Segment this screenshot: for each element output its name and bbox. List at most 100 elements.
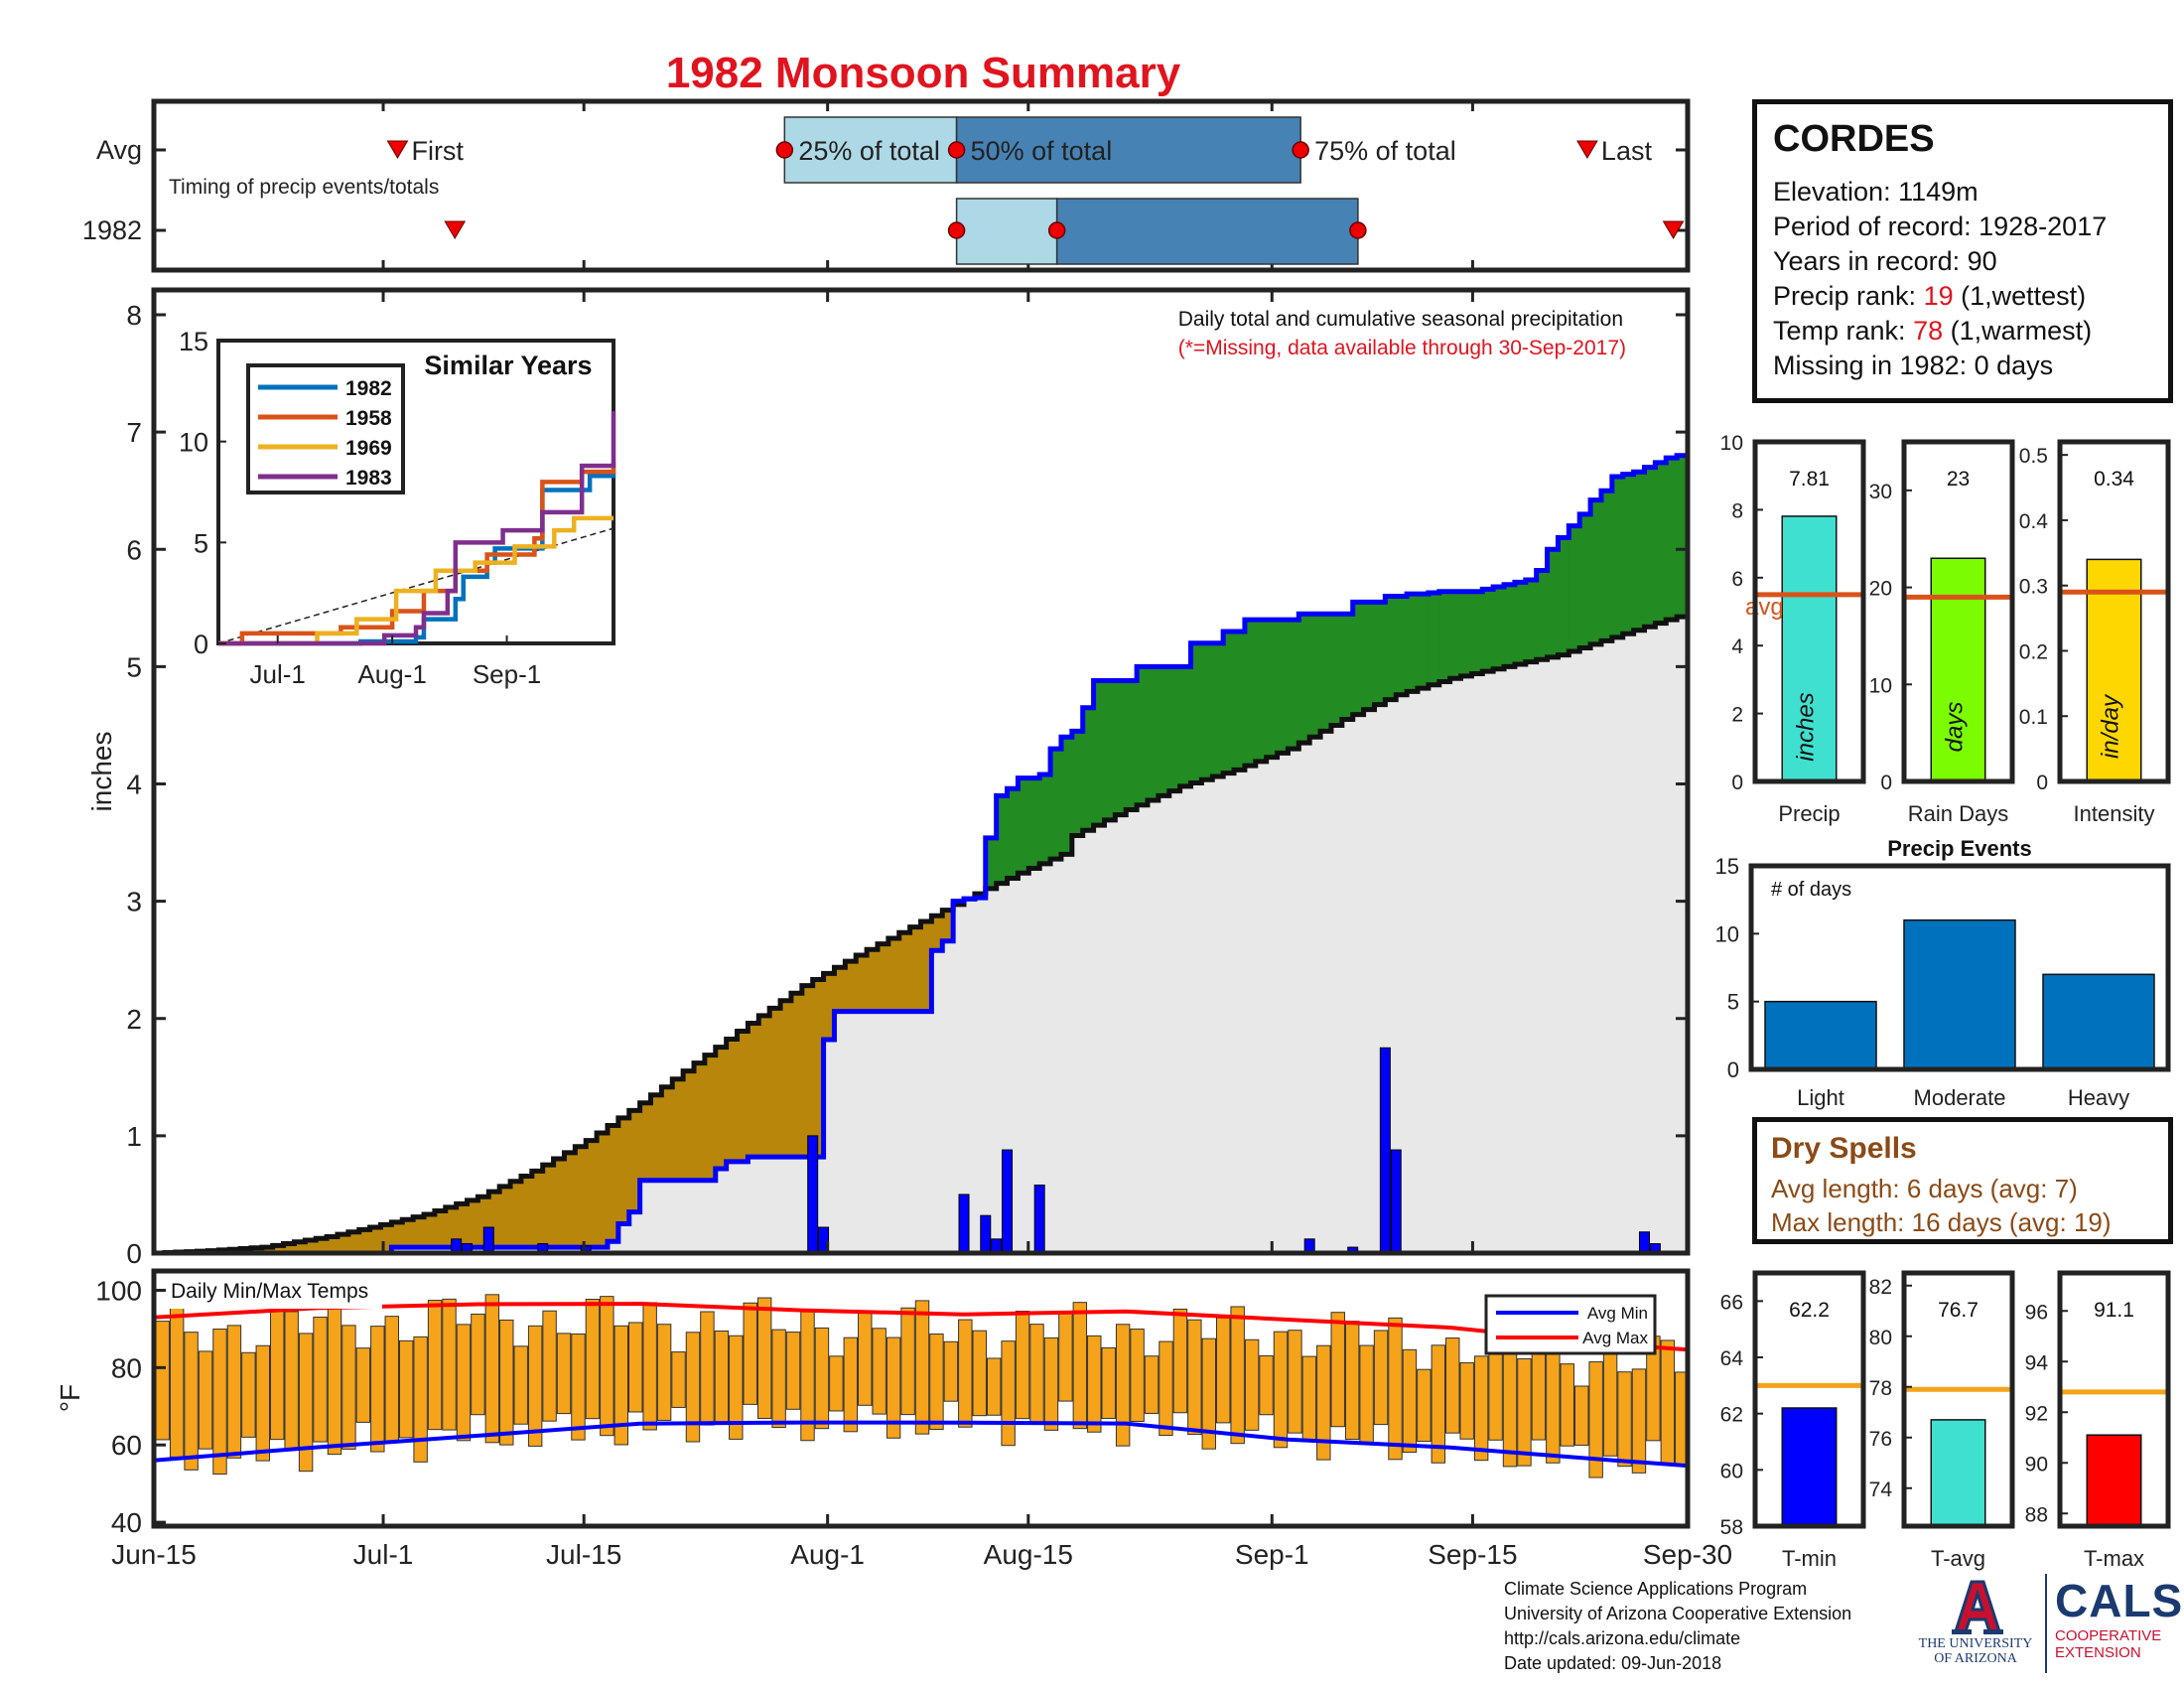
events-xlabel-heavy: Heavy (2068, 1085, 2129, 1110)
temps-panel: 40 60 80 100 Jun-15 Jul-1 Jul-15 Aug-1 Aug-15 Sep… (55, 1268, 1732, 1570)
precip-below-avg-fill (327, 1236, 339, 1253)
temps-daily-bar (169, 1303, 185, 1458)
similar-ytick-label: 0 (194, 630, 208, 659)
precip-below-avg-fill (467, 1199, 478, 1248)
stat_tavg-frame (1901, 1270, 2015, 1529)
temps-daily-bar (427, 1300, 443, 1431)
precip-below-avg-fill (887, 937, 900, 1012)
temps-daily-bar (212, 1329, 227, 1476)
temps-daily-bar (1431, 1344, 1446, 1464)
stat_tmax-ytick-label: 96 (2025, 1301, 2048, 1324)
temps-daily-bar (1015, 1311, 1030, 1420)
precip-below-avg-fill (834, 967, 846, 1012)
timing-avg-tri-last (1576, 140, 1598, 159)
precip-above-avg-fill (1179, 666, 1192, 786)
stat_tmin-xlabel: T-min (1782, 1546, 1837, 1571)
temps-daily-bar (756, 1297, 772, 1419)
precip-below-avg-fill (424, 1214, 436, 1248)
temps-daily-bar (571, 1334, 586, 1441)
precip-daily-bar (980, 1214, 992, 1254)
precip-above-avg-fill (1137, 666, 1149, 805)
temps-daily-bar (556, 1333, 572, 1415)
precip-below-avg-fill (272, 1245, 285, 1253)
precip-below-avg-fill (380, 1224, 392, 1253)
temps-daily-bar (829, 1355, 844, 1412)
precip-above-avg-fill (1590, 499, 1602, 644)
precip-above-avg-fill (1407, 594, 1419, 692)
precip-below-avg-fill (413, 1216, 425, 1248)
timing-1982-box-b (1055, 198, 1359, 265)
precip-below-avg-fill (672, 1078, 684, 1181)
temps-daily-bar (843, 1336, 859, 1433)
stat_tavg-xlabel: T-avg (1931, 1546, 1985, 1571)
precip-daily-bar (1002, 1149, 1014, 1254)
precip-below-avg-fill (597, 1133, 609, 1248)
stat_tmin-ytick-label: 66 (1720, 1291, 1743, 1314)
cals-logo: CALS COOPERATIVE EXTENSION (2055, 1574, 2183, 1661)
stat_intensity-value-label: 0.34 (2094, 468, 2134, 491)
temps-daily-bar (958, 1319, 973, 1428)
precip-above-avg-fill (1677, 455, 1689, 618)
footer-line-2: University of Arizona Cooperative Extens… (1504, 1604, 1852, 1623)
stat_tmax-ytick-label: 92 (2025, 1402, 2048, 1425)
temps-daily-bar (442, 1298, 457, 1431)
temps-daily-bar (858, 1311, 873, 1406)
precip-daily-bar (958, 1194, 970, 1254)
temps-daily-bar (313, 1317, 328, 1443)
precip-above-avg-fill (996, 795, 1009, 884)
precip-below-avg-fill (650, 1094, 662, 1181)
temps-daily-bar (341, 1325, 356, 1450)
precip-below-avg-fill (445, 1206, 458, 1248)
temps-daily-bar (1115, 1324, 1131, 1447)
precip-above-avg-fill (1558, 537, 1570, 655)
precip-below-avg-fill (337, 1234, 349, 1253)
precip-below-avg-fill (607, 1125, 619, 1242)
stat_rain_days-bar-label: days (1942, 702, 1969, 753)
figure-title: 1982 Monsoon Summary (666, 49, 1181, 97)
temps-xtick-label: Jul-15 (546, 1539, 621, 1570)
precip-below-avg-fill (812, 979, 825, 1158)
precip-below-avg-fill (877, 943, 889, 1012)
precip-below-avg-fill (261, 1247, 274, 1253)
temps-daily-bar (1201, 1337, 1217, 1450)
logo-divider (2045, 1574, 2047, 1673)
precip-above-avg-fill (1234, 631, 1246, 771)
stat_tmin-ytick-label: 62 (1720, 1404, 1743, 1427)
temps-daily-bar (1259, 1354, 1274, 1416)
timing-row-1982-label: 1982 (82, 215, 142, 245)
precip-above-avg-fill (1298, 614, 1310, 744)
precip-below-avg-fill (478, 1196, 489, 1248)
precip-above-avg-fill (1611, 477, 1624, 637)
precip-above-avg-fill (1374, 602, 1386, 705)
temps-daily-bar (1617, 1371, 1632, 1468)
stat_tavg-ytick-label: 78 (1869, 1377, 1892, 1400)
footer-line-3: http://cals.arizona.edu/climate (1504, 1628, 1741, 1648)
temps-daily-bar (685, 1332, 701, 1443)
precip-below-avg-fill (790, 993, 803, 1158)
precip-below-avg-fill (586, 1140, 598, 1248)
timing-1982-dot-p25 (1047, 221, 1066, 239)
stat_rain_days-ytick-label: 30 (1869, 481, 1892, 503)
temps-daily-bar (943, 1340, 959, 1402)
timing-avg-dot-p25 (775, 141, 794, 159)
precip-below-avg-fill (488, 1192, 500, 1248)
temps-daily-bar (1560, 1363, 1574, 1447)
precip-below-avg-fill (845, 961, 857, 1012)
precip-above-avg-fill (1266, 620, 1279, 758)
precip-ylabel: inches (86, 732, 117, 812)
precip-above-avg-fill (1666, 458, 1678, 621)
events-title: Precip Events (1887, 836, 2032, 861)
stat_rain_days-frame (1901, 439, 2015, 784)
timing-frame (151, 98, 1691, 273)
temps-daily-bar (1216, 1317, 1231, 1424)
timing-avg-label-p50: 50% of total (971, 136, 1113, 166)
precip-ytick-label: 4 (126, 770, 142, 800)
temps-daily-bar (513, 1345, 528, 1425)
temps-daily-bar (743, 1302, 757, 1405)
precip-above-avg-fill (1190, 642, 1202, 783)
precip-above-avg-fill (1071, 731, 1084, 836)
temp-stat-panels: 58 60 62 64 66 62.2 T-min 74 76 78 80 82 76.7 T-avg 88… (1720, 1270, 2171, 1571)
precip-above-avg-fill (1115, 680, 1127, 815)
temps-daily-bar (814, 1327, 830, 1430)
temps-daily-bar (298, 1333, 314, 1473)
